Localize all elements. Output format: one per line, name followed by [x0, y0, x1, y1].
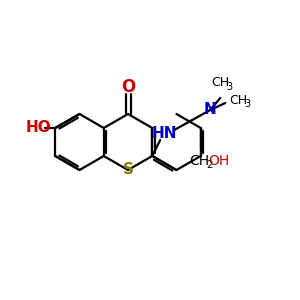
Text: CH: CH: [211, 76, 229, 89]
Text: 3: 3: [244, 99, 250, 109]
Text: N: N: [204, 103, 217, 118]
Text: O: O: [121, 78, 135, 96]
Text: CH: CH: [229, 94, 247, 106]
Text: HN: HN: [152, 127, 177, 142]
Text: HO: HO: [26, 121, 51, 136]
Text: 3: 3: [226, 82, 232, 92]
Text: CH: CH: [190, 154, 210, 168]
Text: 2: 2: [206, 160, 213, 170]
Text: OH: OH: [208, 154, 230, 168]
Text: S: S: [122, 163, 134, 178]
